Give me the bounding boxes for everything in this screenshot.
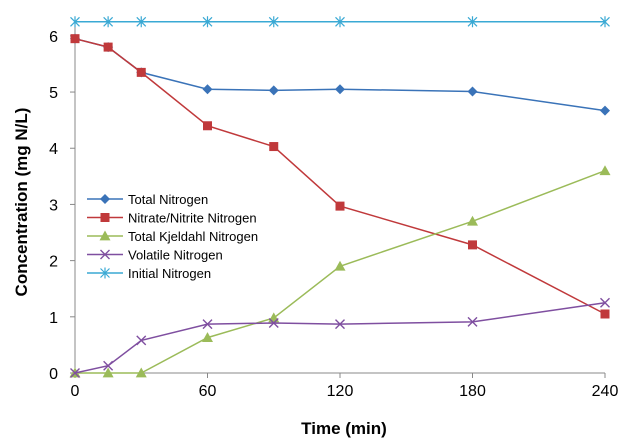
data-point	[136, 67, 146, 77]
series-1	[70, 34, 610, 319]
legend-marker	[100, 249, 110, 260]
legend-marker	[100, 194, 110, 204]
data-point	[335, 16, 345, 28]
data-point	[268, 317, 279, 328]
data-point	[103, 42, 113, 52]
data-point	[268, 312, 280, 323]
data-point	[600, 309, 610, 319]
data-point	[203, 121, 212, 131]
data-point	[467, 16, 478, 28]
data-point	[467, 215, 478, 226]
legend-label: Total Kjeldahl Nitrogen	[128, 229, 258, 244]
data-point	[70, 34, 80, 44]
series-4	[70, 16, 610, 28]
y-tick-label: 2	[49, 254, 58, 271]
series-line	[74, 37, 606, 315]
y-tick-label: 6	[49, 29, 58, 46]
legend-label: Initial Nitrogen	[128, 266, 211, 281]
series-line	[75, 170, 606, 374]
legend-marker	[100, 267, 110, 279]
legend: Total Nitrogen Nitrate/Nitrite Nitrogen To…	[87, 192, 258, 281]
data-point	[600, 105, 610, 116]
data-point	[202, 16, 213, 28]
data-point	[600, 16, 610, 28]
data-point	[468, 240, 477, 250]
data-point	[202, 84, 213, 95]
data-point	[467, 316, 478, 327]
legend-marker	[100, 213, 110, 222]
data-point	[202, 332, 213, 342]
data-point	[600, 297, 610, 308]
y-axis-title: Concentration (mg N/L)	[12, 108, 31, 297]
data-point	[202, 319, 213, 330]
legend-item: Initial Nitrogen	[87, 266, 211, 281]
data-point	[335, 84, 345, 95]
data-point	[70, 368, 80, 378]
series-line	[74, 302, 606, 374]
x-tick-label: 60	[199, 383, 217, 400]
legend-item: Nitrate/Nitrite Nitrogen	[87, 211, 257, 226]
x-tick-label: 180	[459, 383, 486, 400]
x-tick-label: 120	[327, 383, 354, 400]
legend-label: Total Nitrogen	[128, 192, 208, 207]
series-layer	[69, 16, 611, 378]
y-tick-label: 4	[49, 141, 58, 158]
data-point	[335, 319, 345, 330]
y-tick-label: 5	[49, 85, 58, 102]
data-point	[268, 85, 279, 96]
data-point	[136, 16, 147, 28]
y-tick-label: 3	[49, 197, 58, 214]
data-point	[135, 367, 147, 378]
x-tick-label: 0	[71, 383, 80, 400]
data-point	[599, 165, 611, 176]
data-point	[102, 367, 114, 378]
legend-item: Total Kjeldahl Nitrogen	[87, 229, 258, 244]
data-point	[335, 201, 345, 211]
data-point	[269, 142, 279, 152]
data-point	[334, 260, 346, 271]
series-0	[70, 33, 610, 116]
y-tick-label: 0	[49, 366, 58, 383]
data-point	[467, 86, 478, 97]
data-point	[268, 16, 279, 28]
legend-item: Total Nitrogen	[87, 192, 208, 207]
data-point	[103, 360, 114, 371]
legend-item: Volatile Nitrogen	[87, 248, 223, 263]
legend-label: Nitrate/Nitrite Nitrogen	[128, 211, 257, 226]
axes: 0 60 120 180 240 0 1 2 3 4 5 6	[49, 19, 618, 400]
series-line	[74, 37, 606, 112]
y-tick-label: 1	[49, 310, 58, 327]
x-tick-label: 240	[592, 383, 619, 400]
legend-label: Volatile Nitrogen	[128, 248, 223, 263]
data-point	[136, 335, 147, 346]
data-point	[103, 16, 114, 28]
series-3	[70, 297, 610, 378]
legend-marker	[99, 230, 111, 241]
x-axis-title: Time (min)	[301, 419, 387, 438]
data-point	[70, 16, 80, 28]
